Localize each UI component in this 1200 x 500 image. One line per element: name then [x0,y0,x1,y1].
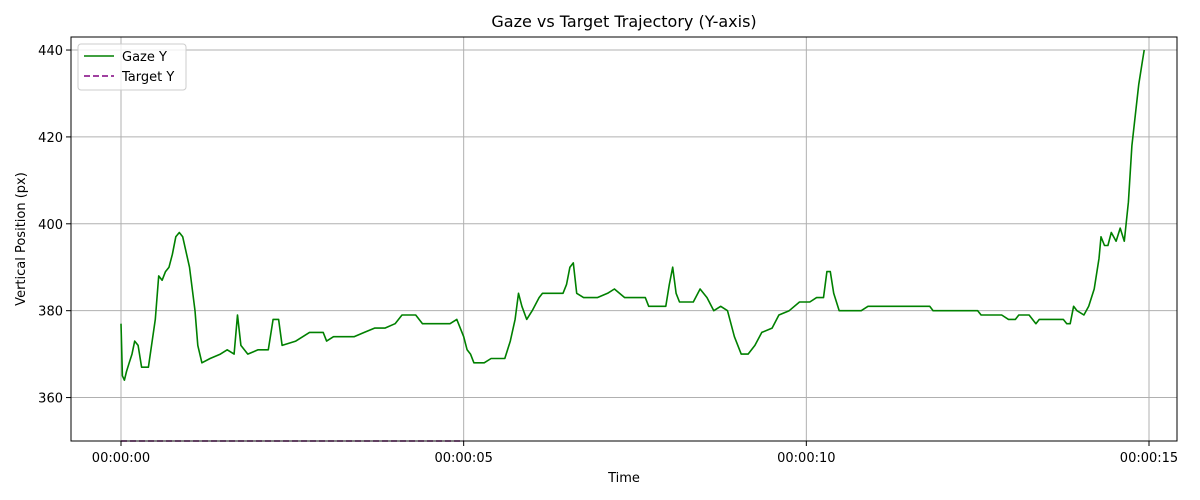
grid-lines [71,37,1177,441]
x-axis-title: Time [607,471,640,486]
chart-title: Gaze vs Target Trajectory (Y-axis) [491,12,756,31]
y-tick-label: 400 [38,218,63,233]
x-tick-label: 00:00:00 [92,451,150,466]
y-axis-title: Vertical Position (px) [14,172,29,306]
y-axis: 360 380 400 420 440 [38,44,71,407]
series-line-gaze-y [120,49,1145,382]
y-tick-label: 360 [38,392,63,407]
y-tick-label: 440 [38,44,63,59]
legend-label: Target Y [121,70,174,85]
y-tick-label: 380 [38,305,63,320]
legend: Gaze Y Target Y [77,43,187,91]
legend-label: Gaze Y [122,50,167,65]
x-tick-label: 00:00:10 [777,451,835,466]
x-axis: 00:00:00 00:00:05 00:00:10 00:00:15 [92,441,1178,466]
y-tick-label: 420 [38,131,63,146]
plot-frame [70,36,1178,442]
x-tick-label: 00:00:15 [1120,451,1178,466]
x-tick-label: 00:00:05 [434,451,492,466]
